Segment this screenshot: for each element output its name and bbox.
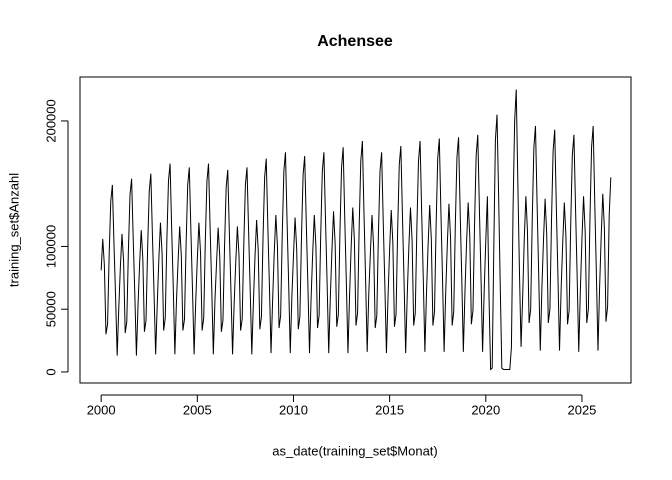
y-tick-label: 50000 bbox=[43, 291, 58, 327]
chart-title: Achensee bbox=[317, 33, 393, 50]
y-tick-label: 0 bbox=[43, 368, 58, 375]
x-tick-label: 2015 bbox=[375, 402, 404, 417]
x-axis-label: as_date(training_set$Monat) bbox=[272, 443, 438, 458]
data-line bbox=[100, 89, 612, 371]
y-tick-label: 100000 bbox=[43, 225, 58, 268]
y-axis-label: training_set$Anzahl bbox=[6, 173, 21, 287]
x-tick-label: 2010 bbox=[279, 402, 308, 417]
y-tick-label: 200000 bbox=[43, 99, 58, 142]
x-tick-label: 2020 bbox=[471, 402, 500, 417]
x-tick-label: 2025 bbox=[567, 402, 596, 417]
x-tick-label: 2005 bbox=[183, 402, 212, 417]
plot-box bbox=[79, 76, 632, 384]
x-tick-label: 2000 bbox=[87, 402, 116, 417]
